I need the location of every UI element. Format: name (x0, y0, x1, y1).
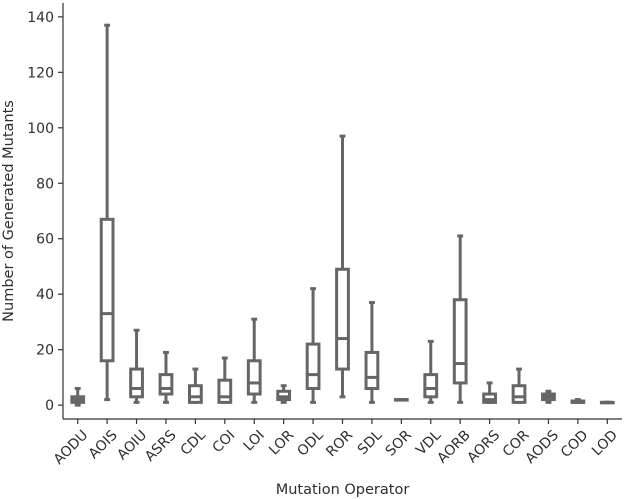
iqr-box (246, 359, 262, 396)
x-tick-label: SOR (383, 427, 415, 459)
x-tick-label: LOD (589, 427, 621, 459)
iqr-box (99, 217, 115, 363)
box-aodu (70, 386, 86, 407)
x-tick-label: AOIS (86, 427, 121, 462)
iqr-box (158, 373, 174, 396)
iqr-box (423, 373, 439, 399)
x-tick-label: ODL (294, 427, 326, 459)
box-odl (305, 287, 321, 404)
y-axis-ticks: 0 20 40 60 80 100 120 140 (27, 10, 63, 414)
y-tick-label: 0 (45, 398, 54, 414)
x-tick-label: COD (558, 427, 592, 461)
plot-area (70, 23, 615, 407)
x-axis-label: Mutation Operator (276, 482, 410, 498)
x-tick-label: ASRS (142, 427, 180, 465)
x-tick-label: AORB (434, 427, 473, 466)
iqr-box (511, 384, 527, 404)
box-aors (482, 381, 497, 404)
box-lod (599, 400, 615, 405)
box-asrs (158, 350, 174, 404)
y-axis-label: Number of Generated Mutants (1, 100, 17, 322)
x-tick-label: COI (209, 427, 238, 456)
x-tick-label: SDL (355, 427, 386, 458)
box-aoiu (129, 328, 144, 404)
x-tick-label: LOR (266, 427, 297, 458)
iqr-box (217, 378, 233, 404)
box-cdl (188, 367, 203, 404)
x-tick-label: AODS (522, 427, 562, 467)
x-tick-label: CDL (178, 427, 210, 459)
x-tick-label: ROR (323, 427, 356, 460)
iqr-box (364, 350, 380, 390)
box-cod (570, 398, 586, 404)
y-tick-label: 140 (27, 10, 54, 26)
box-aois (99, 23, 115, 402)
x-tick-label: LOI (241, 427, 268, 454)
box-lor (276, 384, 292, 404)
iqr-box (129, 367, 144, 399)
iqr-box (452, 298, 468, 385)
iqr-box (188, 384, 203, 404)
y-tick-label: 40 (36, 287, 54, 303)
box-cor (511, 367, 527, 404)
box-coi (217, 356, 233, 404)
y-tick-label: 80 (36, 176, 54, 192)
box-aods (541, 389, 556, 404)
box-sdl (364, 301, 380, 404)
box-ror (335, 134, 350, 399)
box-vdl (423, 339, 439, 404)
y-tick-label: 60 (36, 232, 54, 248)
x-tick-label: AORS (464, 427, 503, 466)
y-tick-label: 120 (27, 65, 54, 81)
box-sor (393, 398, 409, 402)
x-tick-label: AODU (51, 427, 92, 468)
box-aorb (452, 234, 468, 404)
box-loi (246, 317, 262, 404)
x-tick-label: AOIU (114, 427, 150, 463)
iqr-box (305, 342, 321, 390)
y-tick-label: 100 (27, 121, 54, 137)
y-tick-label: 20 (36, 343, 54, 359)
iqr-box (335, 267, 350, 371)
